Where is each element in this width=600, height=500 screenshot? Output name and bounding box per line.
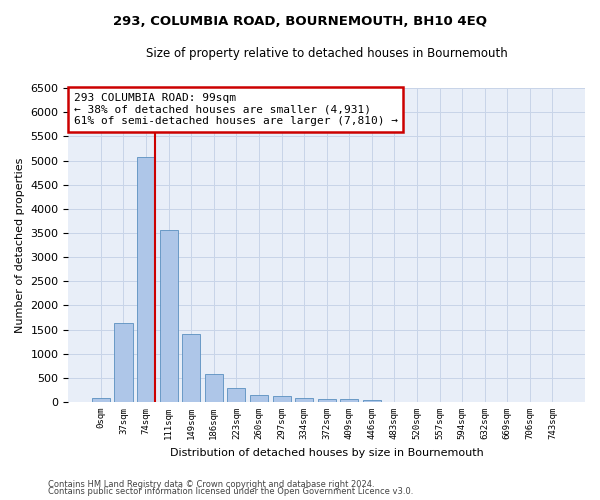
Text: Contains public sector information licensed under the Open Government Licence v3: Contains public sector information licen… [48,487,413,496]
Y-axis label: Number of detached properties: Number of detached properties [15,158,25,332]
Bar [250,395,268,402]
Bar [272,396,290,402]
Bar [317,399,336,402]
Text: 293 COLUMBIA ROAD: 99sqm
← 38% of detached houses are smaller (4,931)
61% of sem: 293 COLUMBIA ROAD: 99sqm ← 38% of detach… [74,93,398,126]
Bar [137,156,155,402]
Bar [340,400,358,402]
Bar [227,388,245,402]
Text: Contains HM Land Registry data © Crown copyright and database right 2024.: Contains HM Land Registry data © Crown c… [48,480,374,489]
Bar [160,230,178,402]
Bar [182,334,200,402]
Bar [92,398,110,402]
Bar [363,400,381,402]
Bar [205,374,223,402]
Title: Size of property relative to detached houses in Bournemouth: Size of property relative to detached ho… [146,48,508,60]
Bar [295,398,313,402]
Text: 293, COLUMBIA ROAD, BOURNEMOUTH, BH10 4EQ: 293, COLUMBIA ROAD, BOURNEMOUTH, BH10 4E… [113,15,487,28]
Bar [115,324,133,402]
X-axis label: Distribution of detached houses by size in Bournemouth: Distribution of detached houses by size … [170,448,484,458]
